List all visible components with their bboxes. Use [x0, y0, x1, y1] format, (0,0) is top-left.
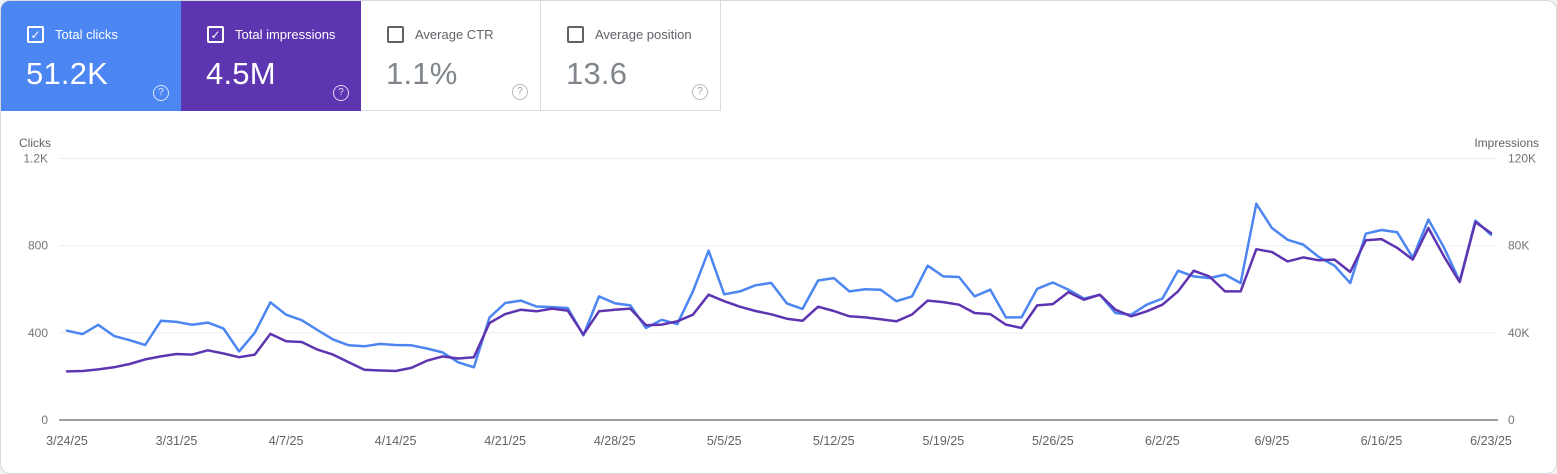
total-clicks-checkbox[interactable]: ✓ [27, 26, 44, 43]
x-axis-tick: 3/31/25 [156, 434, 198, 448]
total-impressions-checkbox[interactable]: ✓ [207, 26, 224, 43]
x-axis-tick: 4/28/25 [594, 434, 636, 448]
question-circle-icon[interactable]: ? [512, 84, 528, 100]
average-position-checkbox[interactable] [567, 26, 584, 43]
total-impressions-value: 4.5M [206, 56, 276, 91]
left-axis-title: Clicks [19, 136, 51, 150]
average-ctr-value: 1.1% [386, 56, 458, 91]
metric-card-total-impressions[interactable]: ✓ Total impressions 4.5M ? [181, 1, 361, 111]
performance-chart-svg: 1.2K 120K 800 80K 400 40K 0 0 Clicks Impressions 3… [19, 136, 1539, 448]
x-axis-tick: 6/9/25 [1255, 434, 1290, 448]
x-axis-tick: 3/24/25 [46, 434, 88, 448]
total-clicks-value: 51.2K [26, 56, 109, 91]
total-impressions-label: Total impressions [235, 27, 336, 42]
total-clicks-label: Total clicks [55, 27, 118, 42]
left-axis-tick: 800 [28, 239, 48, 253]
right-axis-tick: 80K [1508, 239, 1529, 253]
checkmark-icon: ✓ [210, 27, 221, 42]
x-axis-tick: 5/26/25 [1032, 434, 1074, 448]
metric-cards: ✓ Total clicks 51.2K ? ✓ Total impressio… [1, 1, 721, 111]
x-axis-tick: 5/12/25 [813, 434, 855, 448]
performance-chart[interactable]: 1.2K 120K 800 80K 400 40K 0 0 Clicks Impressions 3… [1, 111, 1556, 473]
average-position-value: 13.6 [566, 56, 628, 91]
x-axis-tick: 4/7/25 [269, 434, 304, 448]
checkmark-icon: ✓ [30, 27, 41, 42]
question-circle-icon[interactable]: ? [333, 85, 349, 101]
right-axis-tick: 40K [1508, 326, 1529, 340]
left-axis-tick: 0 [41, 413, 48, 427]
x-axis-tick: 6/16/25 [1361, 434, 1403, 448]
metric-card-total-clicks[interactable]: ✓ Total clicks 51.2K ? [1, 1, 181, 111]
x-axis-tick: 6/2/25 [1145, 434, 1180, 448]
x-axis-tick: 4/14/25 [375, 434, 417, 448]
average-position-label: Average position [595, 27, 692, 42]
x-axis-tick: 4/21/25 [484, 434, 526, 448]
left-axis-tick: 1.2K [23, 152, 48, 166]
right-axis-tick: 0 [1508, 413, 1515, 427]
left-axis-tick: 400 [28, 326, 48, 340]
average-ctr-checkbox[interactable] [387, 26, 404, 43]
x-axis-tick: 5/19/25 [922, 434, 964, 448]
right-axis-title: Impressions [1474, 136, 1539, 150]
series-line-total-impressions[interactable] [65, 220, 1493, 373]
question-circle-icon[interactable]: ? [692, 84, 708, 100]
average-ctr-label: Average CTR [415, 27, 494, 42]
x-axis-tick: 5/5/25 [707, 434, 742, 448]
question-circle-icon[interactable]: ? [153, 85, 169, 101]
series-line-total-clicks[interactable] [65, 202, 1493, 369]
right-axis-tick: 120K [1508, 152, 1536, 166]
metric-card-average-position[interactable]: Average position 13.6 ? [541, 1, 721, 111]
metric-card-average-ctr[interactable]: Average CTR 1.1% ? [361, 1, 541, 111]
x-axis-tick: 6/23/25 [1470, 434, 1512, 448]
